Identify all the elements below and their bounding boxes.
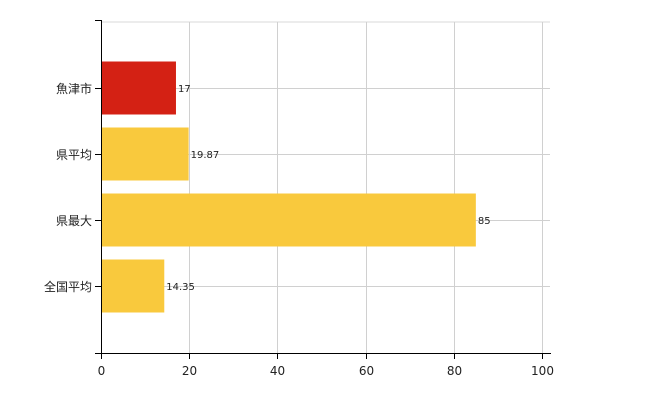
x-tick-label-60: 60: [359, 364, 374, 378]
y-tick-label-0: 魚津市: [56, 81, 92, 96]
bar-label-1: 19.87: [191, 150, 220, 161]
x-tick-label-40: 40: [270, 364, 285, 378]
x-tick-labels: 0 20 40 60 80 100: [98, 364, 554, 378]
x-tick-label-20: 20: [182, 364, 197, 378]
bar-3: [101, 259, 165, 313]
bar-series: [101, 61, 476, 313]
y-tick-label-3: 全国平均: [44, 279, 92, 294]
bar-value-labels: 17 19.87 85 14.35: [166, 84, 490, 293]
bar-1: [101, 127, 189, 181]
bar-label-2: 85: [478, 216, 491, 227]
bar-label-3: 14.35: [166, 282, 195, 293]
x-tick-label-0: 0: [98, 364, 106, 378]
axes: [95, 20, 551, 359]
y-tick-label-2: 県最大: [56, 214, 92, 228]
bar-2: [101, 193, 476, 247]
bar-0: [101, 61, 176, 115]
x-tick-label-100: 100: [531, 364, 554, 378]
bar-label-0: 17: [178, 84, 191, 95]
y-tick-label-1: 県平均: [56, 148, 92, 162]
x-tick-label-80: 80: [447, 364, 462, 378]
